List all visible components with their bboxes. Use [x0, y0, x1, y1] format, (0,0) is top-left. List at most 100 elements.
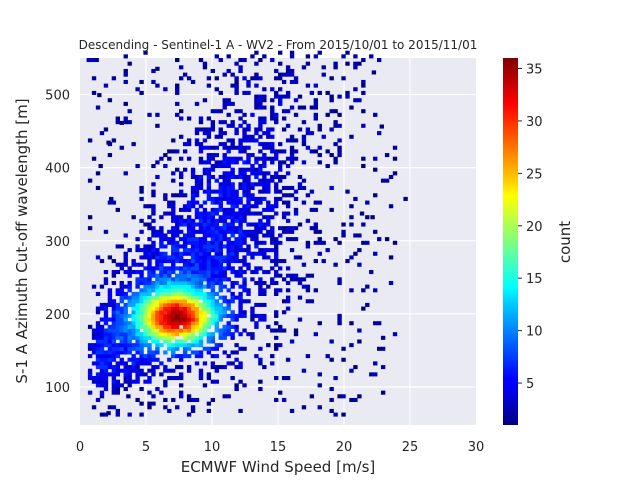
- heatmap-cell: [388, 255, 394, 260]
- heatmap-cell: [171, 280, 176, 286]
- heatmap-cell: [135, 317, 140, 322]
- heatmap-cell: [274, 116, 279, 121]
- heatmap-cell: [361, 222, 366, 227]
- heatmap-cell: [127, 343, 132, 348]
- heatmap-cell: [111, 328, 117, 333]
- heatmap-cell: [210, 215, 216, 220]
- heatmap-cell: [281, 215, 287, 220]
- heatmap-cell: [234, 109, 239, 114]
- heatmap-cell: [91, 361, 97, 366]
- heatmap-cell: [218, 174, 223, 180]
- heatmap-cell: [230, 280, 235, 286]
- heatmap-cell: [281, 185, 287, 190]
- heatmap-cell: [214, 200, 219, 205]
- heatmap-cell: [210, 317, 216, 322]
- heatmap-cell: [103, 328, 109, 333]
- heatmap-cell: [179, 357, 184, 362]
- heatmap-cell: [206, 189, 212, 194]
- heatmap-cell: [289, 138, 295, 143]
- heatmap-cell: [171, 266, 176, 271]
- heatmap-cell: [194, 200, 200, 205]
- heatmap-cell: [222, 189, 227, 194]
- heatmap-cell: [194, 127, 200, 132]
- heatmap-cell: [182, 291, 188, 296]
- heatmap-cell: [127, 383, 132, 388]
- heatmap-cell: [103, 277, 109, 282]
- heatmap-cell: [198, 328, 204, 333]
- heatmap-cell: [246, 160, 251, 165]
- heatmap-cell: [99, 284, 105, 289]
- heatmap-cell: [111, 379, 117, 384]
- heatmap-cell: [123, 68, 128, 74]
- heatmap-cell: [281, 226, 287, 231]
- heatmap-cell: [222, 394, 227, 399]
- heatmap-cell: [91, 346, 97, 351]
- heatmap-cell: [285, 193, 291, 198]
- heatmap-cell: [115, 372, 120, 377]
- heatmap-cell: [210, 145, 216, 150]
- heatmap-cell: [214, 164, 219, 169]
- heatmap-cell: [190, 317, 196, 322]
- heatmap-cell: [337, 145, 342, 150]
- heatmap-cell: [190, 259, 196, 264]
- heatmap-cell: [151, 182, 156, 187]
- heatmap-cell: [270, 237, 275, 242]
- heatmap-cell: [234, 229, 239, 234]
- heatmap-cell: [230, 244, 235, 249]
- heatmap-cell: [214, 277, 219, 282]
- heatmap-cell: [99, 376, 105, 381]
- heatmap-cell: [139, 280, 144, 286]
- heatmap-cell: [123, 270, 128, 275]
- heatmap-cell: [179, 383, 184, 388]
- heatmap-cell: [167, 211, 172, 216]
- heatmap-cell: [297, 277, 303, 282]
- heatmap-cell: [246, 138, 251, 143]
- heatmap-cell: [238, 149, 243, 154]
- heatmap-cell: [182, 328, 188, 333]
- heatmap-cell: [274, 200, 279, 205]
- heatmap-cell: [270, 240, 275, 245]
- heatmap-cell: [182, 244, 188, 249]
- heatmap-cell: [234, 383, 239, 388]
- heatmap-cell: [147, 405, 152, 410]
- heatmap-cell: [234, 200, 239, 205]
- heatmap-cell: [111, 317, 117, 322]
- heatmap-cell: [182, 270, 188, 275]
- heatmap-cell: [115, 343, 120, 348]
- heatmap-cell: [242, 120, 247, 125]
- heatmap-cell: [159, 240, 164, 245]
- heatmap-cell: [353, 233, 358, 238]
- heatmap-cell: [86, 58, 91, 63]
- heatmap-cell: [198, 174, 204, 180]
- heatmap-cell: [210, 273, 216, 278]
- heatmap-cell: [123, 350, 128, 355]
- heatmap-cell: [254, 251, 259, 256]
- heatmap-cell: [262, 131, 267, 136]
- heatmap-cell: [135, 361, 140, 366]
- heatmap-cell: [238, 284, 243, 289]
- heatmap-cell: [167, 332, 172, 337]
- heatmap-cell: [163, 259, 168, 264]
- heatmap-cell: [226, 251, 231, 256]
- heatmap-cell: [198, 156, 204, 161]
- heatmap-cell: [230, 83, 235, 88]
- heatmap-cell: [103, 313, 109, 318]
- heatmap-cell: [143, 291, 148, 296]
- heatmap-cell: [194, 302, 200, 307]
- heatmap-cell: [206, 145, 212, 150]
- heatmap-cell: [206, 295, 212, 300]
- heatmap-cell: [238, 109, 243, 114]
- heatmap-cell: [198, 259, 204, 264]
- heatmap-cell: [123, 116, 128, 121]
- heatmap-cell: [115, 291, 120, 296]
- heatmap-cell: [254, 237, 259, 242]
- heatmap-cell: [167, 306, 172, 311]
- heatmap-cell: [238, 167, 243, 172]
- heatmap-cell: [163, 153, 168, 158]
- heatmap-cell: [139, 354, 144, 359]
- heatmap-cell: [357, 328, 362, 333]
- heatmap-cell: [274, 255, 279, 260]
- heatmap-cell: [218, 332, 223, 337]
- heatmap-cell: [179, 394, 184, 399]
- heatmap-cell: [126, 394, 131, 399]
